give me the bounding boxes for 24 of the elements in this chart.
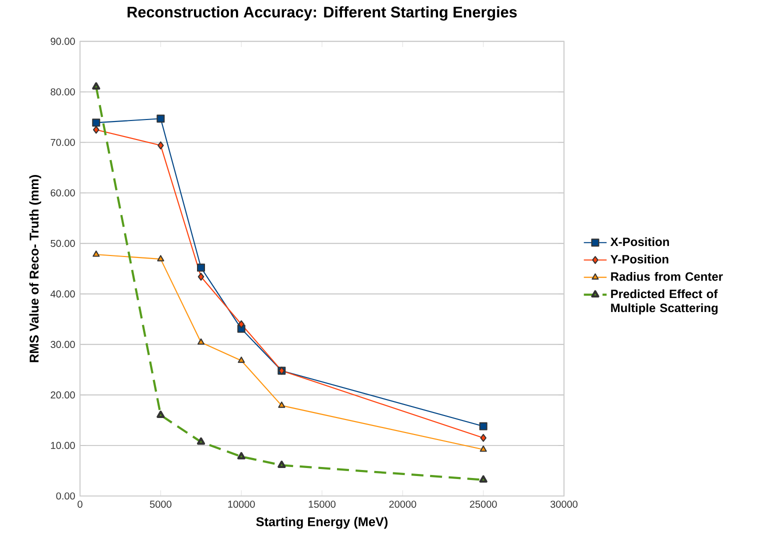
y-axis-title: RMS Value of Reco- Truth (mm) [29,175,42,362]
y-tick-label: 20.00 [50,391,75,398]
chart-title: Reconstruction Accuracy: Different Starting Energies [128,6,517,21]
x-tick-label: 10000 [228,500,255,508]
y-tick-label: 40.00 [50,290,75,298]
legend-label: Y-Position [610,254,668,264]
legend-label: Predicted Effect of Multiple Scattering [611,289,718,315]
y-tick-label: 30.00 [50,340,75,348]
x-tick-label: 15000 [308,500,336,508]
x-axis-title: Starting Energy (MeV) [256,516,388,529]
y-tick-label: 90.00 [50,38,75,45]
y-tick-label: 60.00 [50,189,75,196]
x-tick-label: 0 [78,500,82,508]
y-tick-label: 70.00 [50,138,75,146]
x-tick-label: 5000 [150,500,172,508]
legend-label: Radius from Center [611,272,723,281]
x-tick-label: 30000 [550,500,578,508]
y-tick-label: 50.00 [50,240,75,247]
x-tick-label: 25000 [470,500,497,508]
y-tick-label: 0.00 [56,492,75,500]
y-tick-label: 80.00 [50,88,75,96]
x-tick-label: 20000 [389,500,416,508]
legend-label: X-Position [610,237,669,246]
y-tick-label: 10.00 [51,442,75,450]
